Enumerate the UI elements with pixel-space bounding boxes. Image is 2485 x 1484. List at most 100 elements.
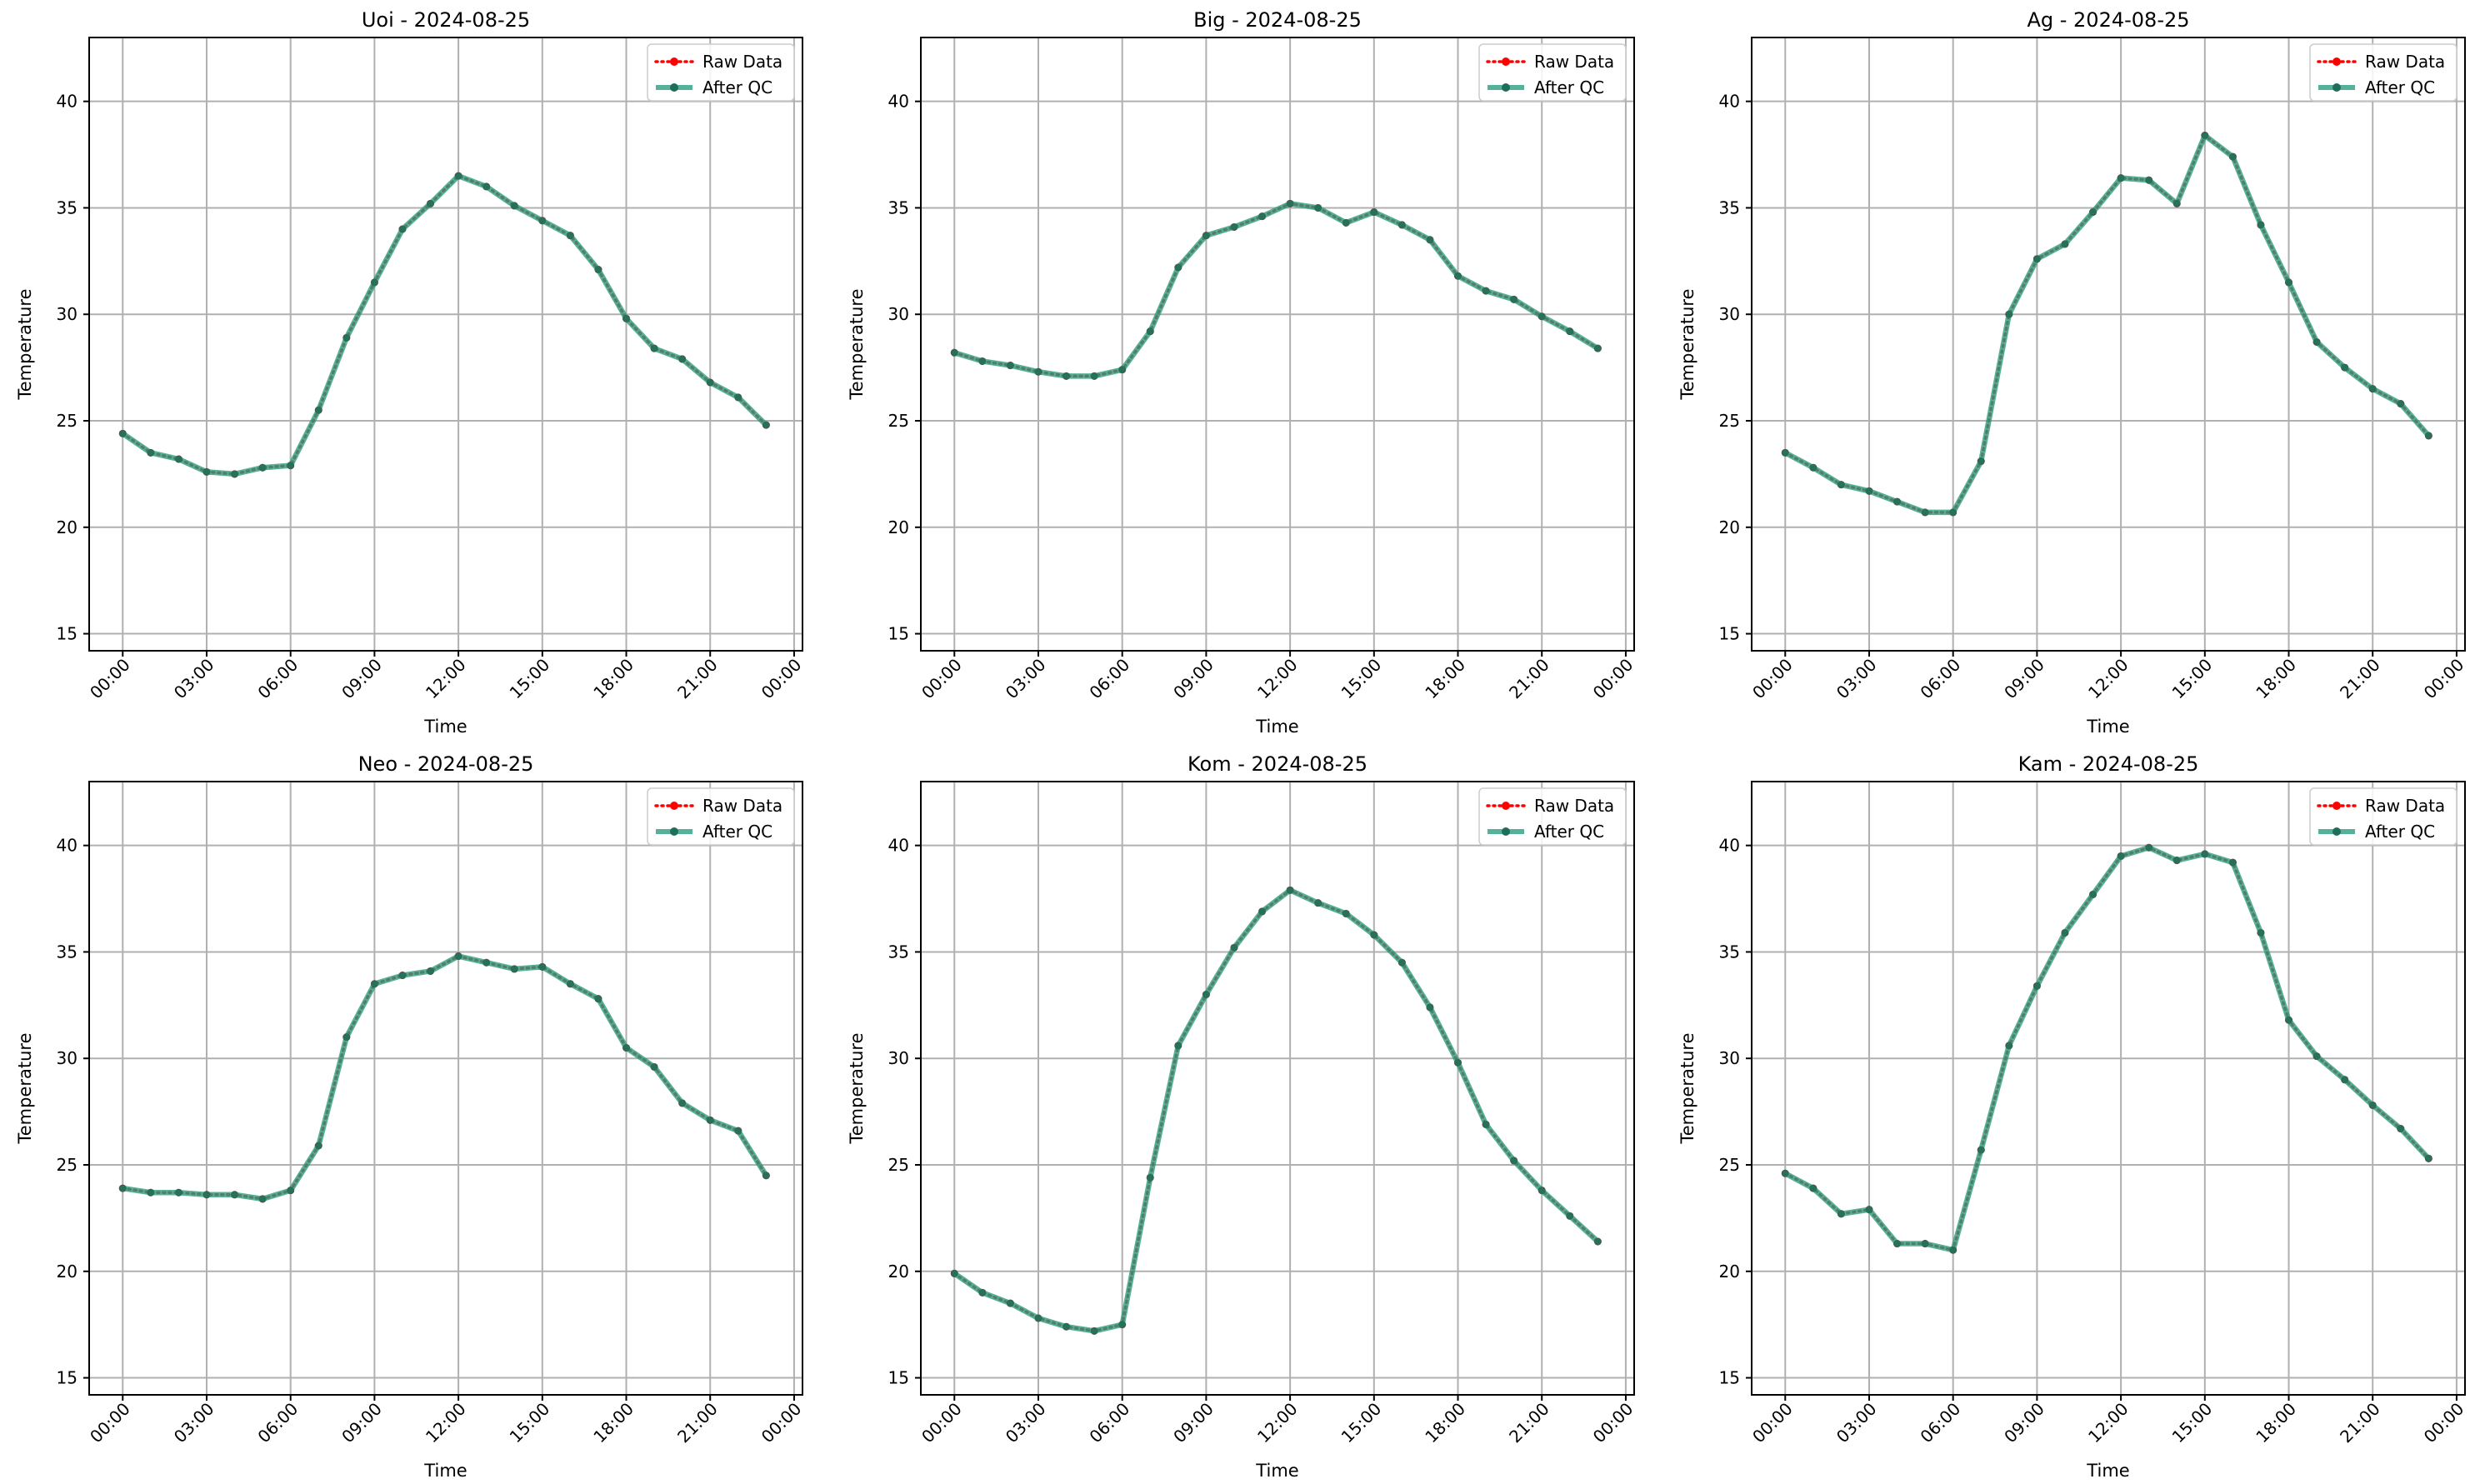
chart-title: Neo - 2024-08-25 bbox=[358, 752, 534, 776]
series-after-qc bbox=[950, 199, 1602, 380]
data-point bbox=[2145, 176, 2153, 184]
data-point bbox=[1370, 931, 1378, 939]
data-point bbox=[594, 266, 602, 274]
data-point bbox=[538, 962, 547, 971]
chart-title: Uoi - 2024-08-25 bbox=[362, 8, 530, 32]
x-axis-label: Time bbox=[1255, 1461, 1298, 1481]
y-tick-label: 35 bbox=[888, 197, 909, 217]
data-point bbox=[2257, 221, 2265, 229]
x-tick-label: 12:00 bbox=[2084, 1399, 2132, 1447]
x-tick-label: 00:00 bbox=[86, 655, 134, 703]
data-point bbox=[174, 455, 182, 463]
data-point bbox=[566, 232, 574, 240]
data-point bbox=[1454, 272, 1462, 280]
y-tick-label: 40 bbox=[888, 92, 909, 112]
data-point bbox=[1593, 344, 1602, 352]
data-point bbox=[678, 1099, 687, 1107]
data-point bbox=[118, 429, 127, 437]
y-axis-label: Temperature bbox=[847, 1032, 867, 1144]
data-point bbox=[650, 1062, 658, 1071]
data-point bbox=[1286, 886, 1294, 894]
series-line bbox=[1782, 844, 2432, 1253]
data-point bbox=[1865, 1206, 1873, 1214]
x-tick-label: 15:00 bbox=[1338, 1399, 1386, 1447]
data-point bbox=[1837, 1210, 1845, 1218]
data-point bbox=[1258, 907, 1267, 916]
data-point bbox=[2312, 1052, 2321, 1061]
data-point bbox=[1202, 991, 1210, 999]
legend-label-raw-data: Raw Data bbox=[702, 52, 782, 72]
y-tick-label: 25 bbox=[1719, 1155, 1740, 1175]
x-tick-label: 09:00 bbox=[1169, 1399, 1218, 1447]
data-point bbox=[231, 470, 239, 478]
series-line bbox=[121, 954, 768, 1201]
x-tick-label: 00:00 bbox=[918, 1399, 966, 1447]
subplot-2: 15 20 25 30 35 40 00:00 03:00 06:00 09:00 12:00 15:… bbox=[847, 8, 1637, 737]
y-tick-label: 30 bbox=[888, 304, 909, 324]
x-tick-label: 21:00 bbox=[673, 655, 722, 703]
data-point bbox=[706, 1116, 714, 1124]
data-point bbox=[1034, 1314, 1042, 1322]
grid bbox=[921, 37, 1634, 651]
x-tick-label: 03:00 bbox=[1832, 655, 1881, 703]
x-tick-label: 06:00 bbox=[1086, 655, 1134, 703]
grid bbox=[89, 782, 802, 1395]
data-point bbox=[2397, 1125, 2405, 1133]
data-point bbox=[734, 1127, 742, 1135]
data-point bbox=[2397, 400, 2405, 408]
data-point bbox=[2172, 199, 2181, 207]
data-point bbox=[370, 278, 378, 287]
y-tick-label: 40 bbox=[1719, 836, 1740, 856]
series-after-qc bbox=[1781, 843, 2432, 1254]
y-tick-label: 30 bbox=[57, 304, 78, 324]
y-tick-label: 30 bbox=[1719, 304, 1740, 324]
grid bbox=[1752, 37, 2465, 651]
data-point bbox=[1893, 1240, 1902, 1248]
y-tick-label: 25 bbox=[57, 411, 78, 431]
x-tick-label: 03:00 bbox=[1832, 1399, 1881, 1447]
data-point bbox=[1258, 212, 1267, 221]
data-point bbox=[950, 1269, 958, 1277]
series-raw-data bbox=[1781, 132, 2432, 517]
x-tick-label: 15:00 bbox=[2168, 1399, 2217, 1447]
series-raw-data bbox=[118, 172, 770, 478]
x-tick-label: 09:00 bbox=[2000, 655, 2048, 703]
data-point bbox=[1977, 1146, 1985, 1154]
x-tick-label: 15:00 bbox=[506, 1399, 554, 1447]
x-tick-label: 18:00 bbox=[589, 1399, 638, 1447]
data-point bbox=[398, 972, 407, 980]
data-point bbox=[2424, 1154, 2432, 1162]
y-tick-label: 20 bbox=[57, 1262, 78, 1282]
data-point bbox=[510, 965, 518, 973]
data-point bbox=[2005, 310, 2013, 318]
data-point bbox=[978, 1288, 987, 1297]
y-tick-label: 15 bbox=[888, 624, 909, 644]
series-line bbox=[952, 888, 1600, 1333]
x-tick-label: 06:00 bbox=[254, 1399, 302, 1447]
data-point bbox=[370, 980, 378, 988]
x-tick-label: 03:00 bbox=[1002, 1399, 1050, 1447]
y-tick-label: 40 bbox=[888, 836, 909, 856]
y-tick-label: 15 bbox=[57, 1368, 78, 1388]
data-point bbox=[1118, 366, 1127, 374]
legend-label-after-qc: After QC bbox=[1534, 77, 1604, 97]
chart-title: Kom - 2024-08-25 bbox=[1188, 752, 1368, 776]
x-tick-label: 00:00 bbox=[758, 1399, 806, 1447]
data-point bbox=[1370, 208, 1378, 217]
data-point bbox=[2341, 1076, 2349, 1084]
legend-label-after-qc: After QC bbox=[2365, 822, 2435, 842]
data-point bbox=[1482, 1120, 1490, 1128]
data-point bbox=[1426, 1003, 1434, 1012]
data-point bbox=[1062, 1322, 1071, 1331]
data-point bbox=[2368, 1101, 2377, 1109]
x-tick-label: 09:00 bbox=[1169, 655, 1218, 703]
data-point bbox=[2172, 857, 2181, 865]
data-point bbox=[1342, 218, 1350, 227]
series-line bbox=[120, 172, 769, 477]
data-point bbox=[1893, 497, 1902, 506]
y-tick-label: 25 bbox=[888, 411, 909, 431]
data-point bbox=[174, 1188, 182, 1197]
legend-marker-raw-data bbox=[2332, 802, 2341, 810]
x-tick-label: 18:00 bbox=[1421, 1399, 1469, 1447]
